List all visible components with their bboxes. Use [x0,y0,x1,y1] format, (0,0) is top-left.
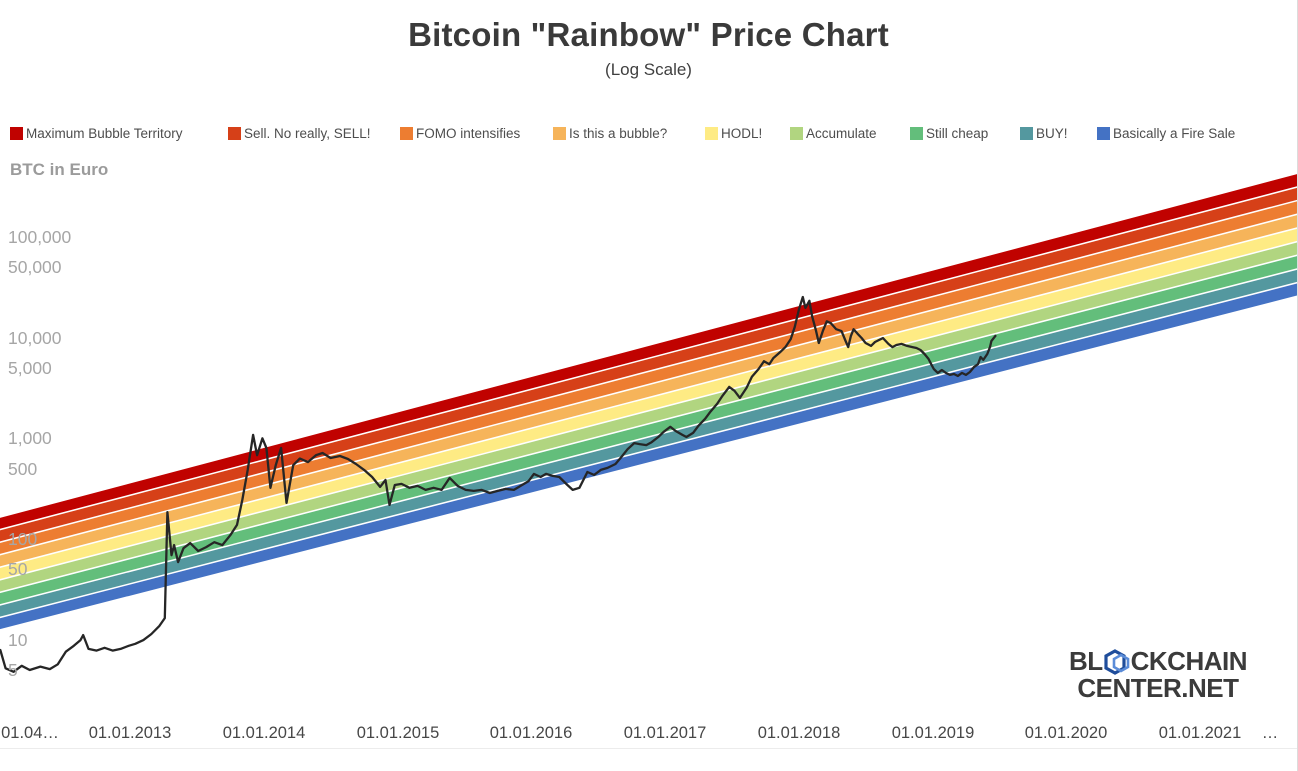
x-tick-label: 01.01.2020 [1024,724,1108,742]
rainbow-band-0 [0,174,1297,529]
rainbow-band-8 [0,283,1297,630]
page-subtitle: (Log Scale) [605,60,692,79]
x-tick-label: 01.01.2019 [891,724,975,742]
legend-label: Basically a Fire Sale [1113,126,1236,141]
x-tick-label: … [1261,724,1279,742]
x-tick-label: 01.01.2017 [623,724,707,742]
legend-label: Still cheap [926,126,989,141]
legend-label: Sell. No really, SELL! [244,126,371,141]
y-tick-label: 100,000 [8,226,72,247]
chart-legend: Maximum Bubble Territory Sell. No really,… [0,126,1297,142]
legend-item-5[interactable]: Accumulate [790,126,877,141]
legend-label: Is this a bubble? [569,126,668,141]
x-tick-label: 01.01.2016 [489,724,573,742]
x-tick-label: 01.01.2018 [757,724,841,742]
y-tick-label: 10 [8,629,28,650]
hexagon-chain-icon [1104,648,1129,675]
legend-label: BUY! [1036,126,1068,141]
x-tick-label: 01.04… [1,724,59,742]
x-tick-label: 01.01.2013 [88,724,172,742]
blockchaincenter-logo[interactable]: BL CKCHAIN CENTER.NET [1068,646,1248,703]
logo-line-2: CENTER.NET [1077,673,1239,703]
y-tick-label: 5 [8,660,18,680]
legend-label: Accumulate [806,126,877,141]
y-axis-title: BTC in Euro [10,160,109,179]
legend-label: HODL! [721,126,763,141]
logo-line-1: BL CKCHAIN [1068,646,1248,676]
legend-swatch-icon [910,127,923,140]
rainbow-band-6 [0,256,1297,605]
legend-item-6[interactable]: Still cheap [910,126,988,141]
legend-label: FOMO intensifies [416,126,521,141]
legend-label: Maximum Bubble Territory [26,126,183,141]
legend-swatch-icon [1097,127,1110,140]
legend-item-4[interactable]: HODL! [705,126,762,141]
y-tick-label: 1,000 [8,428,52,449]
bottom-divider [0,748,1297,749]
y-tick-label: 100 [8,528,38,549]
y-tick-label: 10,000 [8,327,62,348]
rainbow-band-4 [0,228,1297,579]
legend-item-0[interactable]: Maximum Bubble Territory [10,126,183,141]
page-title: Bitcoin "Rainbow" Price Chart [408,16,889,53]
x-tick-label: 01.01.2015 [356,724,440,742]
rainbow-band-1 [0,187,1297,542]
x-tick-label: 01.01.2021 [1158,724,1242,742]
legend-swatch-icon [705,127,718,140]
legend-swatch-icon [228,127,241,140]
legend-item-2[interactable]: FOMO intensifies [400,126,520,141]
legend-item-8[interactable]: Basically a Fire Sale [1097,126,1235,141]
legend-item-3[interactable]: Is this a bubble? [553,126,667,141]
rainbow-band-3 [0,215,1297,567]
y-tick-label: 50 [8,559,28,580]
rainbow-band-5 [0,242,1297,592]
legend-swatch-icon [553,127,566,140]
legend-item-7[interactable]: BUY! [1020,126,1068,141]
rainbow-band-2 [0,201,1297,554]
legend-swatch-icon [790,127,803,140]
y-tick-label: 500 [8,458,38,479]
y-tick-label: 5,000 [8,357,52,378]
legend-item-1[interactable]: Sell. No really, SELL! [228,126,371,141]
legend-swatch-icon [400,127,413,140]
y-tick-label: 50,000 [8,257,62,278]
legend-swatch-icon [1020,127,1033,140]
x-tick-label: 01.01.2014 [222,724,306,742]
btc-price-line [0,295,997,673]
legend-swatch-icon [10,127,23,140]
